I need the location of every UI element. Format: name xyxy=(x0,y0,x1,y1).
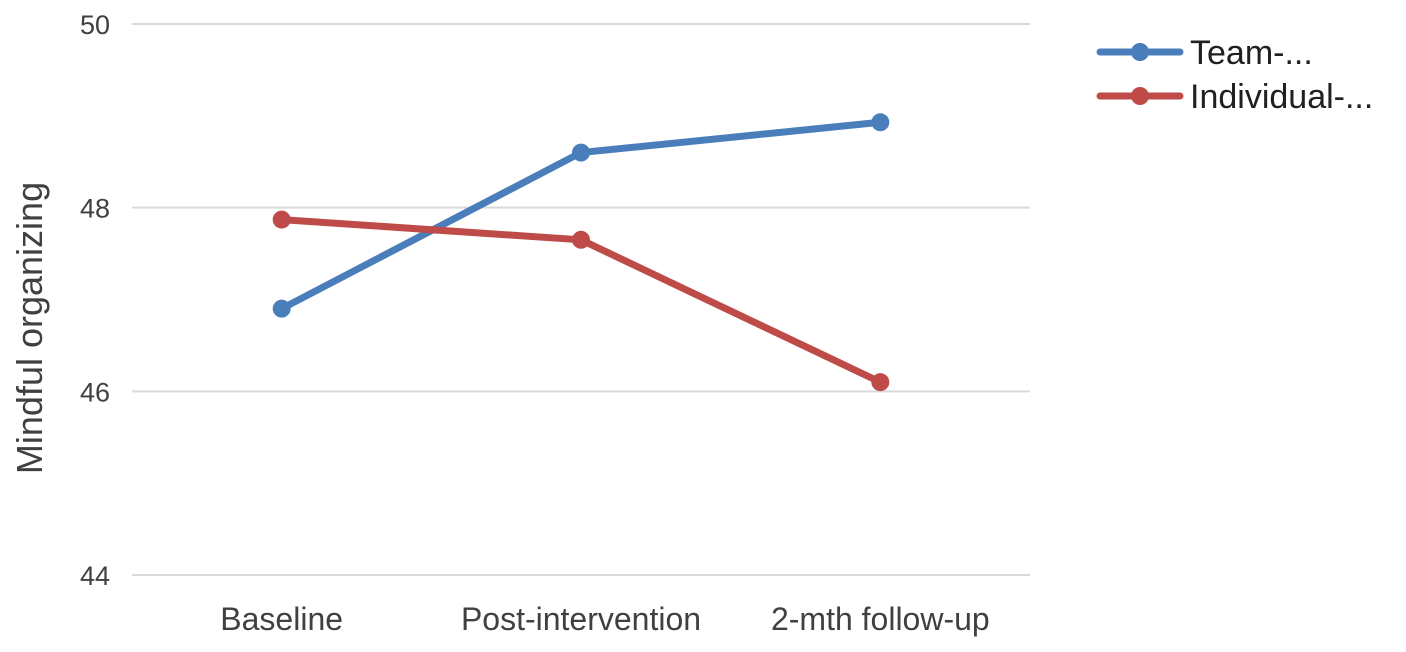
legend-item: Individual-... xyxy=(1096,78,1373,116)
data-point xyxy=(272,299,291,318)
series-1 xyxy=(272,113,890,318)
gridlines xyxy=(132,23,1030,576)
legend: Team-... Individual-... xyxy=(1096,34,1373,116)
data-point xyxy=(871,373,890,392)
legend-item: Team-... xyxy=(1096,34,1313,72)
y-tick-label: 46 xyxy=(80,377,110,407)
series-2 xyxy=(272,210,890,392)
legend-swatch-marker xyxy=(1131,87,1149,105)
series-lines xyxy=(272,113,890,392)
data-point xyxy=(572,230,590,249)
legend-label: Team-... xyxy=(1190,34,1313,72)
y-tick-label: 44 xyxy=(80,561,110,591)
x-tick-label: 2-mth follow-up xyxy=(771,601,990,637)
data-point xyxy=(272,210,291,229)
y-axis-ticks: 44 46 48 50 xyxy=(80,10,110,591)
y-axis-title: Mindful organizing xyxy=(9,182,50,474)
data-point xyxy=(871,113,890,132)
legend-label: Individual-... xyxy=(1190,78,1373,116)
x-tick-label: Baseline xyxy=(220,601,343,637)
y-tick-label: 50 xyxy=(80,10,110,40)
data-point xyxy=(572,143,590,162)
x-tick-label: Post-intervention xyxy=(461,601,701,637)
x-axis-ticks: Baseline Post-intervention 2-mth follow-up xyxy=(220,601,989,637)
y-tick-label: 48 xyxy=(80,194,110,224)
legend-swatch-marker xyxy=(1131,43,1149,61)
